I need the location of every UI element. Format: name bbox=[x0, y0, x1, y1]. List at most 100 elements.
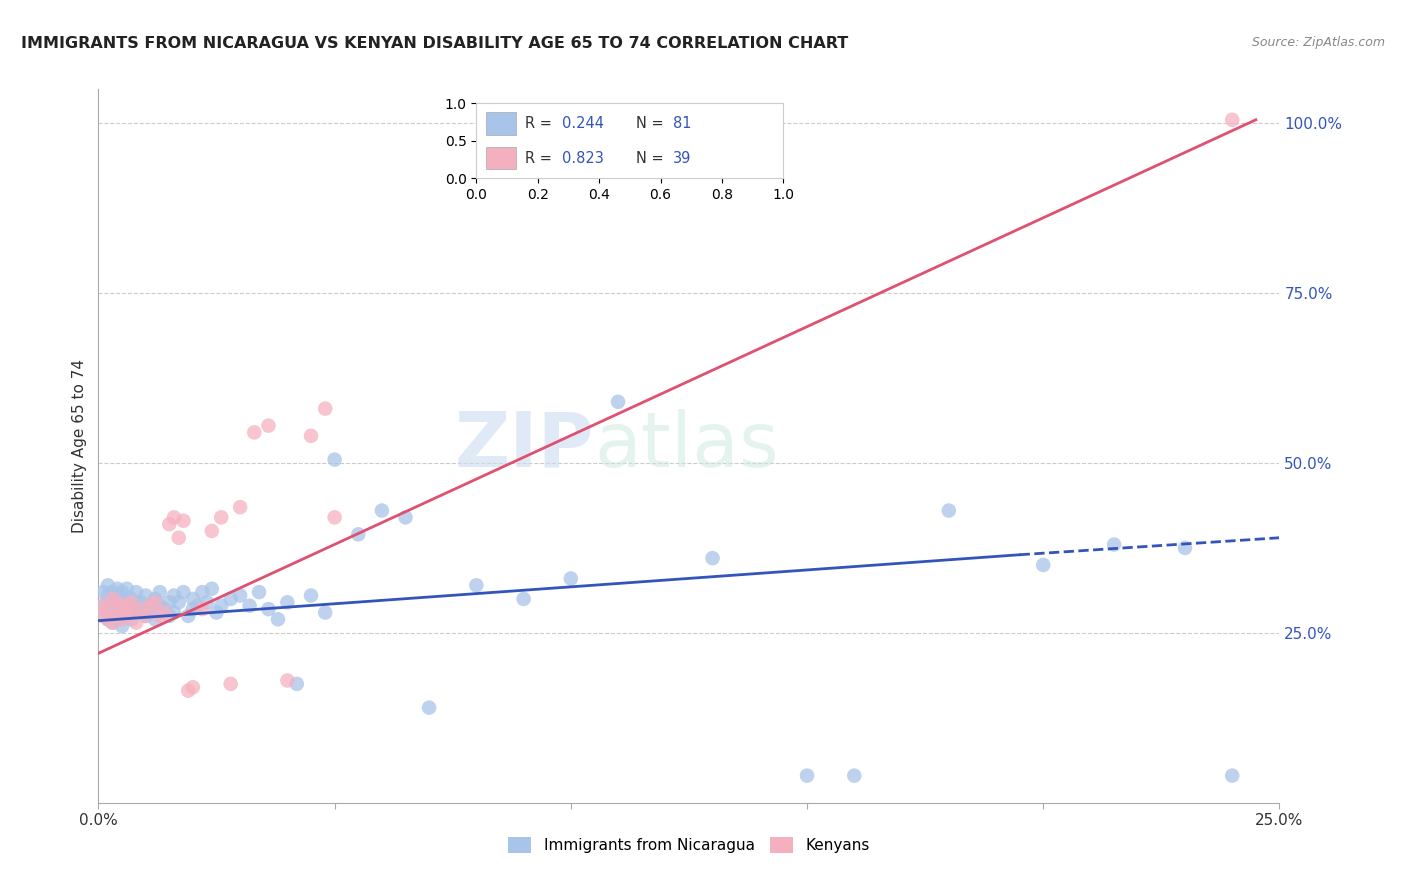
Point bbox=[111, 585, 134, 599]
Point bbox=[125, 615, 148, 630]
Point bbox=[115, 582, 138, 596]
Point bbox=[299, 429, 322, 443]
Point bbox=[105, 606, 128, 620]
Point bbox=[129, 602, 152, 616]
Point bbox=[172, 514, 194, 528]
Point bbox=[314, 606, 336, 620]
Point bbox=[844, 769, 866, 783]
Point bbox=[177, 608, 200, 623]
Point bbox=[139, 599, 162, 613]
Point bbox=[111, 619, 134, 633]
Point bbox=[219, 677, 242, 691]
Point bbox=[143, 591, 166, 606]
Point bbox=[129, 602, 152, 616]
Point bbox=[219, 591, 242, 606]
Point bbox=[115, 608, 138, 623]
Point bbox=[181, 602, 204, 616]
Point bbox=[243, 425, 266, 440]
Point bbox=[97, 602, 120, 616]
Text: atlas: atlas bbox=[595, 409, 779, 483]
Point bbox=[143, 595, 166, 609]
Point bbox=[201, 524, 224, 538]
Point bbox=[157, 608, 180, 623]
Point bbox=[172, 585, 194, 599]
Text: ZIP: ZIP bbox=[456, 409, 595, 483]
Point bbox=[91, 608, 114, 623]
Point bbox=[97, 578, 120, 592]
Point bbox=[276, 595, 298, 609]
Point bbox=[91, 585, 114, 599]
Point bbox=[97, 589, 120, 603]
Point bbox=[163, 606, 186, 620]
Point bbox=[276, 673, 298, 688]
Point bbox=[135, 608, 157, 623]
Point bbox=[157, 517, 180, 532]
Point bbox=[229, 500, 252, 515]
Point bbox=[105, 595, 128, 609]
Point bbox=[163, 510, 186, 524]
Point bbox=[105, 612, 128, 626]
Point bbox=[91, 599, 114, 613]
Point bbox=[512, 591, 534, 606]
Point bbox=[257, 418, 280, 433]
Point bbox=[149, 608, 172, 623]
Point bbox=[149, 599, 172, 613]
Point bbox=[191, 602, 214, 616]
Point bbox=[181, 680, 204, 694]
Point bbox=[347, 527, 370, 541]
Point bbox=[267, 612, 290, 626]
Point bbox=[181, 591, 204, 606]
Point bbox=[1220, 112, 1243, 127]
Point bbox=[323, 510, 346, 524]
Point bbox=[105, 582, 128, 596]
Point bbox=[1174, 541, 1197, 555]
Point bbox=[101, 608, 124, 623]
Point bbox=[607, 394, 630, 409]
Point bbox=[323, 452, 346, 467]
Point bbox=[247, 585, 270, 599]
Point bbox=[1220, 769, 1243, 783]
Point bbox=[101, 599, 124, 613]
Y-axis label: Disability Age 65 to 74: Disability Age 65 to 74 bbox=[72, 359, 87, 533]
Point bbox=[101, 591, 124, 606]
Point bbox=[101, 595, 124, 609]
Point bbox=[796, 769, 818, 783]
Point bbox=[115, 599, 138, 613]
Point bbox=[91, 608, 114, 623]
Point bbox=[394, 510, 416, 524]
Point bbox=[111, 602, 134, 616]
Point bbox=[1102, 537, 1125, 551]
Point bbox=[129, 595, 152, 609]
Point bbox=[285, 677, 308, 691]
Point bbox=[209, 599, 232, 613]
Point bbox=[560, 572, 582, 586]
Point bbox=[195, 595, 218, 609]
Point bbox=[91, 599, 114, 613]
Legend: Immigrants from Nicaragua, Kenyans: Immigrants from Nicaragua, Kenyans bbox=[502, 831, 876, 859]
Point bbox=[157, 595, 180, 609]
Point bbox=[187, 599, 209, 613]
Point bbox=[97, 602, 120, 616]
Point bbox=[371, 503, 394, 517]
Point bbox=[101, 615, 124, 630]
Point bbox=[111, 612, 134, 626]
Point bbox=[125, 599, 148, 613]
Point bbox=[115, 608, 138, 623]
Point bbox=[167, 531, 190, 545]
Point bbox=[167, 595, 190, 609]
Point bbox=[97, 612, 120, 626]
Point bbox=[938, 503, 960, 517]
Point bbox=[229, 589, 252, 603]
Point bbox=[209, 510, 232, 524]
Point bbox=[121, 606, 143, 620]
Point bbox=[465, 578, 488, 592]
Point bbox=[105, 606, 128, 620]
Point bbox=[163, 589, 186, 603]
Point bbox=[143, 612, 166, 626]
Point bbox=[177, 683, 200, 698]
Point bbox=[115, 595, 138, 609]
Point bbox=[121, 591, 143, 606]
Point bbox=[191, 585, 214, 599]
Point bbox=[111, 591, 134, 606]
Text: Source: ZipAtlas.com: Source: ZipAtlas.com bbox=[1251, 36, 1385, 49]
